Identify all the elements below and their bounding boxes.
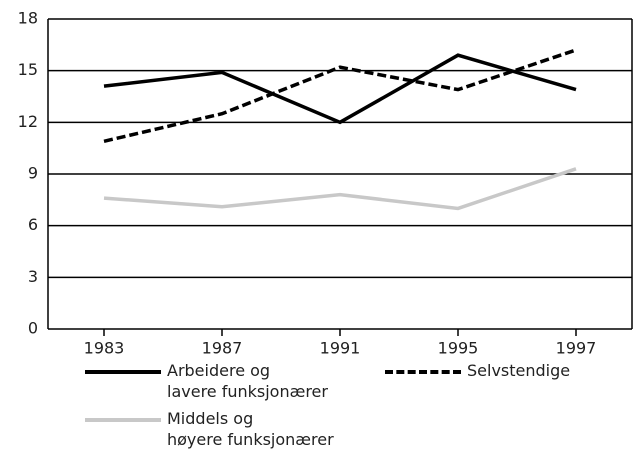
legend-swatch bbox=[85, 370, 161, 374]
series-line bbox=[103, 48, 577, 143]
y-tick-label: 18 bbox=[18, 9, 38, 28]
y-tick-label: 15 bbox=[18, 60, 38, 79]
legend-item: Arbeidere og lavere funksjonærer bbox=[85, 360, 328, 402]
x-tick-label: 1987 bbox=[202, 339, 243, 358]
x-tick-label: 1997 bbox=[556, 339, 597, 358]
y-tick-label: 0 bbox=[28, 319, 38, 338]
legend-item: Selvstendige bbox=[385, 360, 570, 381]
legend-swatch bbox=[385, 370, 461, 374]
series-line bbox=[103, 167, 577, 211]
x-tick-label: 1991 bbox=[320, 339, 361, 358]
y-tick-label: 3 bbox=[28, 267, 38, 286]
legend-label: Selvstendige bbox=[467, 361, 571, 380]
y-tick-label: 6 bbox=[28, 215, 38, 234]
legend-label: Arbeidere og lavere funksjonærer bbox=[167, 361, 328, 401]
y-tick-label: 9 bbox=[28, 164, 38, 183]
x-tick-label: 1983 bbox=[84, 339, 125, 358]
series-line bbox=[103, 53, 577, 125]
y-tick-label: 12 bbox=[18, 112, 38, 131]
x-tick-label: 1995 bbox=[438, 339, 479, 358]
legend-item: Middels og høyere funksjonærer bbox=[85, 408, 334, 450]
legend-label: Middels og høyere funksjonærer bbox=[167, 409, 334, 449]
legend-swatch bbox=[85, 418, 161, 422]
